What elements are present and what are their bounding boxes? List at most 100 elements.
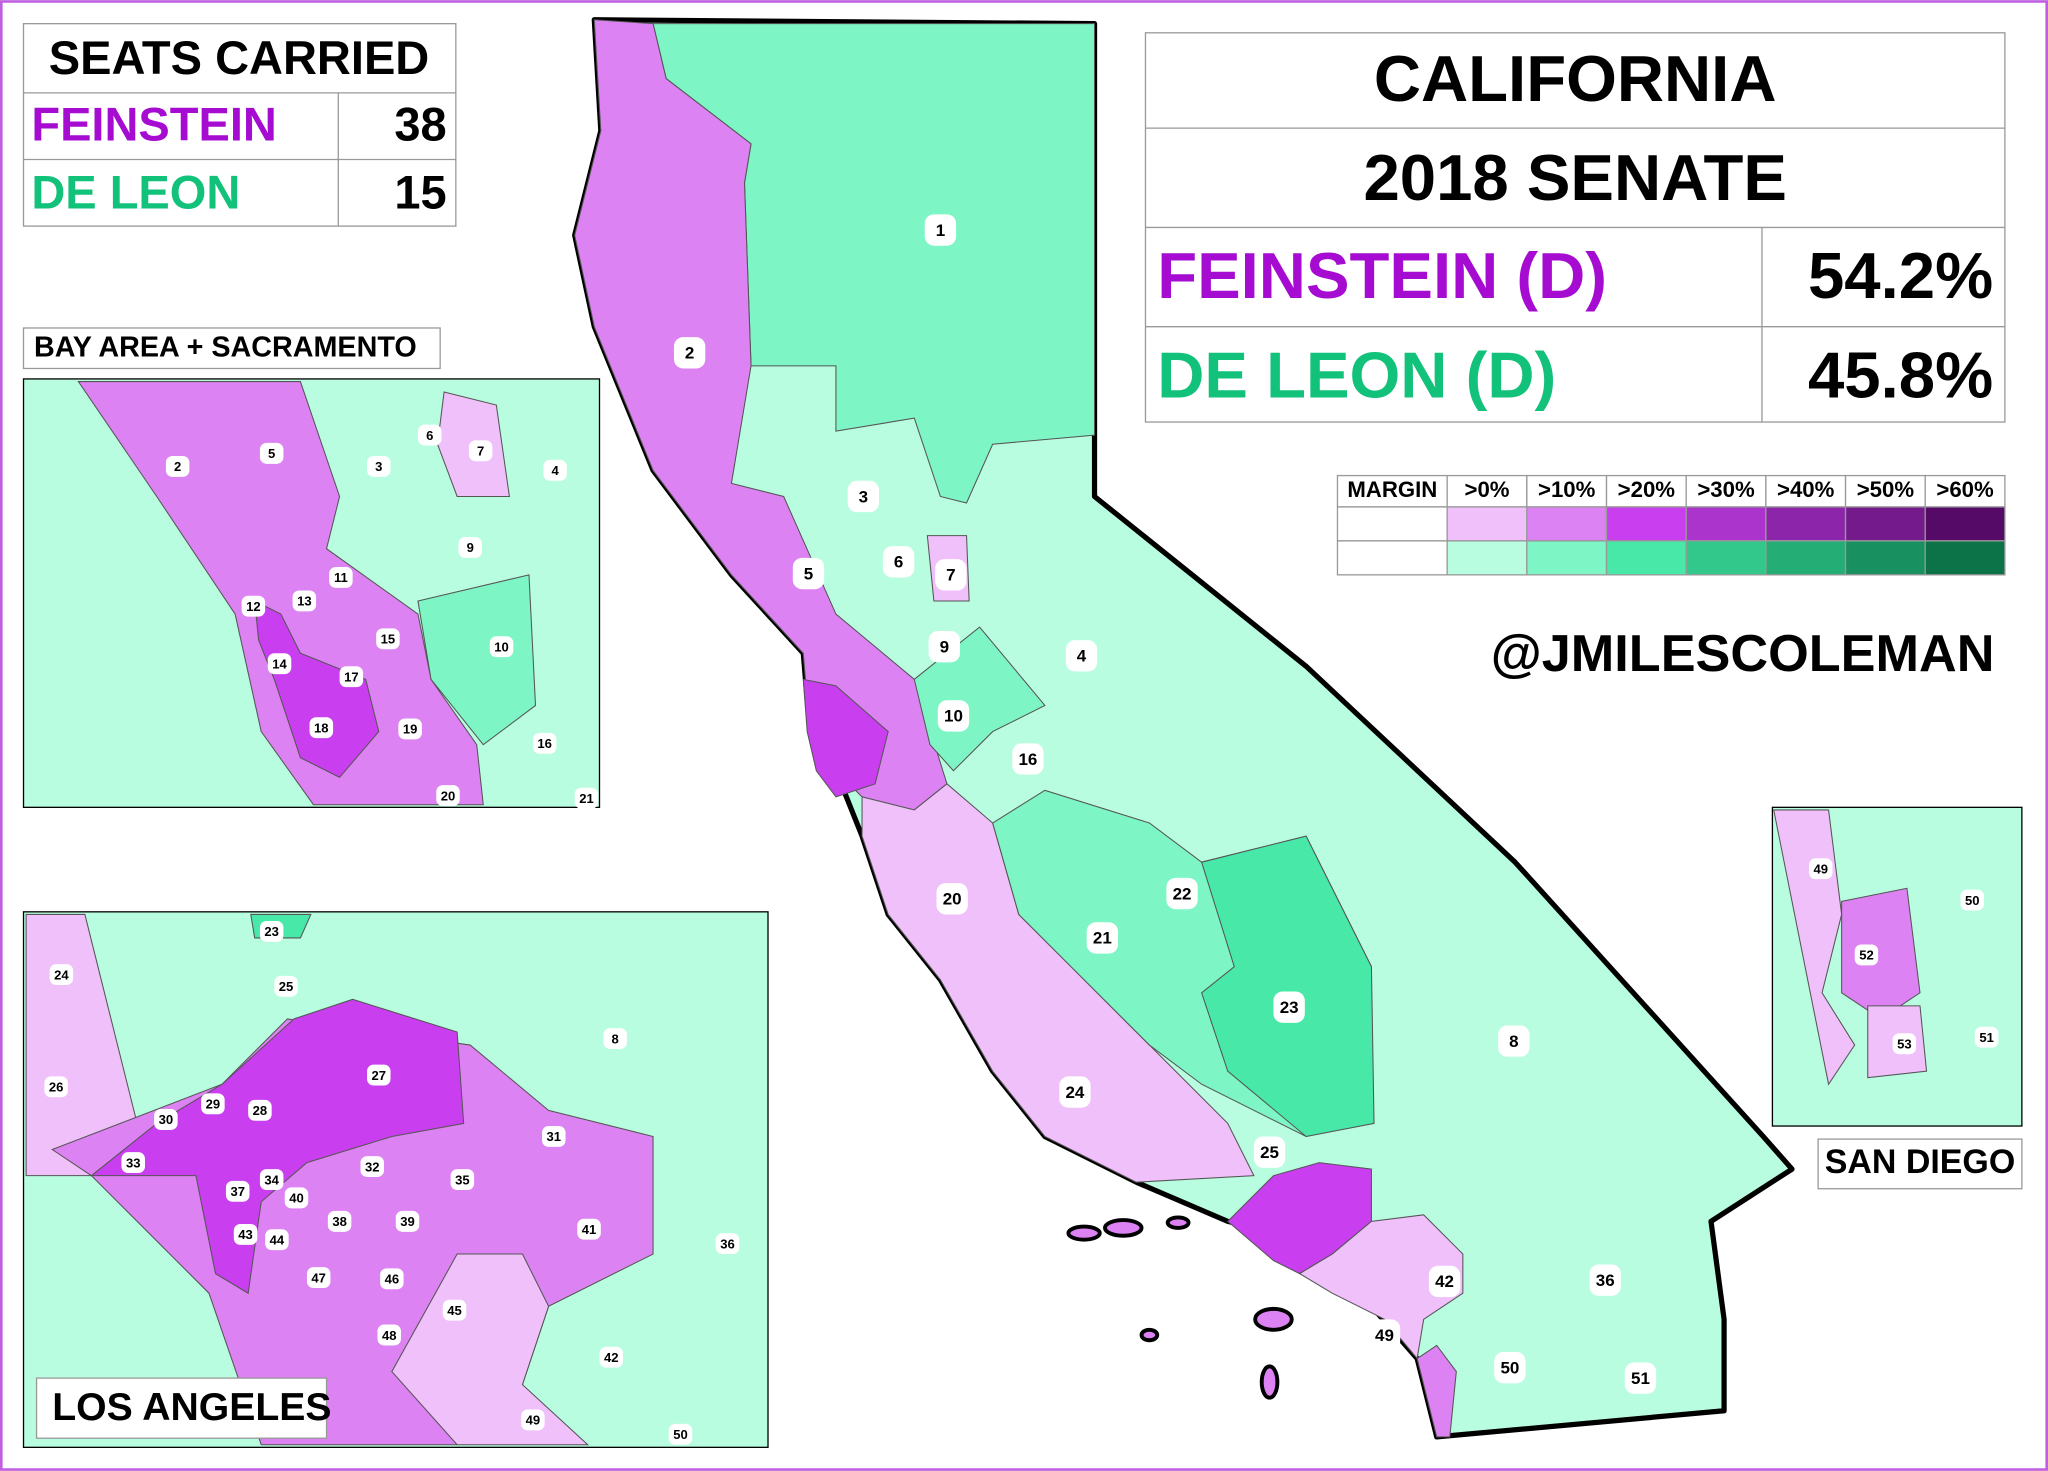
inset-badge (1892, 1033, 1917, 1055)
inset-label: 5 (268, 446, 275, 461)
islands (1066, 1215, 1294, 1400)
bay-green (417, 574, 537, 746)
inset-badge (1854, 944, 1879, 966)
inset-label: 53 (1897, 1037, 1912, 1052)
inset-label: 8 (612, 1031, 619, 1046)
inset-badge (339, 666, 364, 688)
inset-label: 18 (314, 720, 329, 735)
inset-badge (327, 1210, 352, 1232)
district-23 (1200, 835, 1375, 1138)
inset-label: 46 (385, 1272, 400, 1287)
table-frame (22, 23, 457, 227)
inset-badge (241, 595, 266, 617)
inset-label: 13 (297, 594, 312, 609)
seats-table: SEATS CARRIED FEINSTEIN 38 DE LEON 15 (22, 23, 457, 227)
seats-name: DE LEON (31, 165, 240, 218)
la-inset (22, 911, 769, 1448)
inset-label: 7 (477, 444, 484, 459)
legend-bin: >40% (1777, 477, 1835, 502)
inset-label: 49 (526, 1413, 541, 1428)
inset-label: 6 (426, 428, 433, 443)
inset-title: LOS ANGELES (52, 1386, 331, 1429)
legend-bin: >30% (1697, 477, 1755, 502)
district-badge (937, 700, 970, 732)
district-label: 20 (943, 890, 962, 909)
inset-badge (603, 1028, 627, 1049)
candidate-share: 45.8% (1808, 338, 1993, 411)
inset-label: 52 (1859, 948, 1874, 963)
inset-badge (532, 732, 557, 754)
inset-label: 19 (403, 722, 418, 737)
inset-badge (577, 1218, 601, 1240)
legend-swatch (1526, 506, 1608, 542)
district-label: 2 (685, 344, 694, 363)
margin-legend: MARGIN >0% >10% >20% >30% >40% >50% >60% (1336, 474, 2006, 576)
inset-badge (201, 1093, 225, 1115)
legend-cell (1336, 506, 1448, 542)
inset-badge (468, 440, 493, 462)
district-badge (1589, 1264, 1621, 1296)
inset-label: 10 (494, 639, 509, 654)
legend-swatch (1844, 506, 1926, 542)
legend-bin: >10% (1538, 477, 1596, 502)
district-label: 50 (1500, 1358, 1519, 1377)
district-badge (1428, 1265, 1461, 1298)
inset-label: 36 (720, 1236, 735, 1251)
district-label: 24 (1066, 1083, 1085, 1102)
inset-badge (668, 1423, 693, 1445)
inset-label: 2 (174, 459, 181, 474)
district-badge (1059, 1076, 1091, 1108)
inset-badge (292, 590, 317, 612)
inset-label: 30 (159, 1112, 174, 1127)
legend-swatch (1446, 540, 1528, 576)
legend-swatch (1685, 506, 1767, 542)
credit: @JMILESCOLEMAN (1491, 625, 1995, 683)
bay-purple (77, 381, 484, 806)
inset-label: 34 (264, 1172, 279, 1187)
district-badge (1012, 743, 1044, 775)
seats-value: 15 (394, 165, 446, 218)
inset-badge (267, 653, 292, 675)
legend-swatch (1924, 540, 2006, 576)
inset-label: 38 (332, 1214, 347, 1229)
inset-badge (1974, 1026, 1999, 1048)
inset-badge (265, 1229, 289, 1251)
inset-label: 42 (604, 1350, 619, 1365)
inset-label: 35 (455, 1172, 470, 1187)
district-label: 22 (1173, 884, 1192, 903)
inset-label: 47 (311, 1270, 326, 1285)
inset-title-box (22, 327, 441, 370)
legend-swatch (1605, 506, 1687, 542)
bay-dark (254, 600, 380, 778)
inset-label: 26 (49, 1080, 64, 1095)
inset-badge (367, 1064, 391, 1086)
legend-swatch (1924, 506, 2006, 542)
district-label: 3 (859, 487, 868, 506)
inset-label: 3 (375, 459, 382, 474)
district-badge (1273, 991, 1305, 1023)
district-badge (792, 557, 825, 590)
legend-cell (1336, 540, 1448, 576)
inset-label: 23 (264, 924, 279, 939)
legend-bin: >50% (1857, 477, 1915, 502)
inset-badge (274, 975, 298, 997)
district-label: 23 (1280, 998, 1299, 1017)
inset-title-box (1817, 1138, 2023, 1190)
legend-bin: >0% (1465, 477, 1510, 502)
seats-value: 38 (394, 98, 446, 151)
inset-badge (259, 1169, 284, 1191)
inset-label: 44 (270, 1232, 285, 1247)
legend-swatch (1526, 540, 1608, 576)
results-title: CALIFORNIA (1374, 42, 1777, 115)
sd-pink (1773, 809, 1856, 1086)
inset-label: 41 (582, 1222, 597, 1237)
inset-label: 33 (126, 1155, 141, 1170)
legend-bin: >60% (1936, 477, 1994, 502)
district-label: 42 (1435, 1272, 1454, 1291)
district-label: 8 (1509, 1032, 1518, 1051)
inset-badge (284, 1187, 309, 1209)
inset-badge (49, 964, 74, 985)
inset-label: 14 (272, 656, 287, 671)
inset-label: 45 (447, 1303, 462, 1318)
